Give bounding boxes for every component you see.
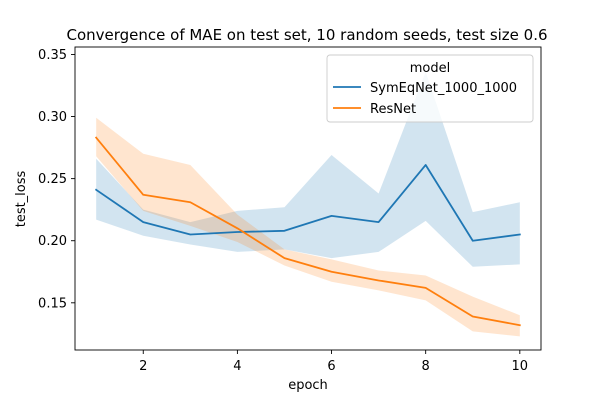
legend-items: SymEqNet_1000_1000 ResNet [333,81,517,117]
plot-frame [74,46,542,351]
y-axis-ticks: 0.15 0.20 0.25 0.30 0.35 [38,48,75,311]
y-axis-label: test_loss [14,170,29,227]
y-tick-label: 0.35 [38,48,67,63]
chart-title: Convergence of MAE on test set, 10 rando… [66,26,547,44]
y-tick-label: 0.25 [38,172,67,187]
series-line-1 [94,136,521,327]
y-tick-label: 0.30 [38,110,67,125]
x-tick-label: 2 [139,359,147,374]
confidence-band-1 [96,117,520,337]
y-tick-label: 0.15 [38,296,67,311]
y-tick-label: 0.20 [38,234,67,249]
x-axis-label: epoch [288,378,328,393]
x-axis-ticks: 2 4 6 8 10 [139,350,528,374]
legend-box [326,54,534,123]
legend-title: model [410,61,450,76]
series-lines [94,136,521,327]
legend-label-0: SymEqNet_1000_1000 [370,81,517,96]
legend: model SymEqNet_1000_1000 ResNet [326,54,534,123]
x-tick-label: 8 [422,359,430,374]
x-tick-label: 6 [327,359,335,374]
x-tick-label: 4 [233,359,241,374]
x-tick-label: 10 [512,359,529,374]
legend-label-1: ResNet [370,102,416,117]
series-line-0 [94,164,521,242]
